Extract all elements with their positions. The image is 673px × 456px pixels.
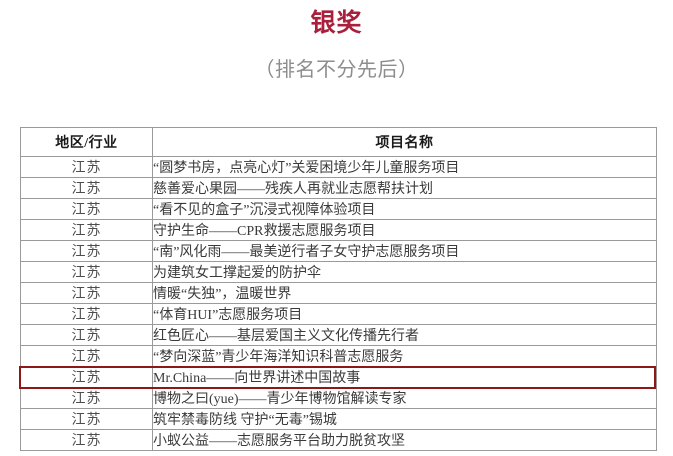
page-subtitle: （排名不分先后） — [254, 59, 419, 81]
cell-region: 江苏 — [20, 198, 153, 220]
table-header: 地区/行业 项目名称 — [20, 127, 657, 157]
table-row[interactable]: 江苏 筑牢禁毒防线 守护“无毒”锡城 — [20, 408, 657, 430]
cell-region: 江苏 — [20, 156, 153, 178]
cell-region: 江苏 — [20, 177, 153, 199]
cell-region: 江苏 — [20, 408, 153, 430]
table-row[interactable]: 江苏 守护生命——CPR救援志愿服务项目 — [20, 219, 657, 241]
cell-project-name: 小蚁公益——志愿服务平台助力脱贫攻坚 — [152, 429, 657, 451]
table-row[interactable]: 江苏 红色匠心——基层爱国主义文化传播先行者 — [20, 324, 657, 346]
cell-region: 江苏 — [20, 345, 153, 367]
cell-region: 江苏 — [20, 282, 153, 304]
table-body: 江苏 “圆梦书房，点亮心灯”关爱困境少年儿童服务项目 江苏 慈善爱心果园——残疾人再就… — [20, 156, 657, 451]
table-row[interactable]: 江苏 “体育HUI”志愿服务项目 — [20, 303, 657, 325]
column-header-project: 项目名称 — [152, 127, 657, 157]
cell-project-name: 红色匠心——基层爱国主义文化传播先行者 — [152, 324, 657, 346]
table-row[interactable]: 江苏 情暖“失独”，温暖世界 — [20, 282, 657, 304]
table-row[interactable]: 江苏 博物之曰(yue)——青少年博物馆解读专家 — [20, 387, 657, 409]
table-row[interactable]: 江苏 “梦向深蓝”青少年海洋知识科普志愿服务 — [20, 345, 657, 367]
cell-region: 江苏 — [20, 261, 153, 283]
table-row[interactable]: 江苏 “圆梦书房，点亮心灯”关爱困境少年儿童服务项目 — [20, 156, 657, 178]
table-row[interactable]: 江苏 慈善爱心果园——残疾人再就业志愿帮扶计划 — [20, 177, 657, 199]
cell-project-name: 守护生命——CPR救援志愿服务项目 — [152, 219, 657, 241]
cell-region: 江苏 — [20, 240, 153, 262]
cell-project-name: “南”风化雨——最美逆行者子女守护志愿服务项目 — [152, 240, 657, 262]
cell-project-name: 博物之曰(yue)——青少年博物馆解读专家 — [152, 387, 657, 409]
cell-region: 江苏 — [20, 219, 153, 241]
table-row[interactable]: 江苏 为建筑女工撑起爱的防护伞 — [20, 261, 657, 283]
cell-project-name: “圆梦书房，点亮心灯”关爱困境少年儿童服务项目 — [152, 156, 657, 178]
cell-project-name: “体育HUI”志愿服务项目 — [152, 303, 657, 325]
cell-project-name: 筑牢禁毒防线 守护“无毒”锡城 — [152, 408, 657, 430]
cell-project-name: 情暖“失独”，温暖世界 — [152, 282, 657, 304]
column-header-region: 地区/行业 — [20, 127, 153, 157]
cell-region: 江苏 — [20, 324, 153, 346]
table-row[interactable]: 江苏 “看不见的盒子”沉浸式视障体验项目 — [20, 198, 657, 220]
award-table-container: 地区/行业 项目名称 江苏 “圆梦书房，点亮心灯”关爱困境少年儿童服务项目 江苏 慈善… — [20, 127, 657, 451]
page-title: 银奖 — [310, 9, 363, 37]
cell-project-name: “梦向深蓝”青少年海洋知识科普志愿服务 — [152, 345, 657, 367]
cell-project-name: Mr.China——向世界讲述中国故事 — [152, 366, 657, 388]
cell-project-name: 慈善爱心果园——残疾人再就业志愿帮扶计划 — [152, 177, 657, 199]
cell-region: 江苏 — [20, 387, 153, 409]
table-header-row: 地区/行业 项目名称 — [20, 127, 657, 157]
table-row[interactable]: 江苏 Mr.China——向世界讲述中国故事 — [20, 366, 657, 388]
cell-region: 江苏 — [20, 303, 153, 325]
cell-project-name: 为建筑女工撑起爱的防护伞 — [152, 261, 657, 283]
table-row[interactable]: 江苏 “南”风化雨——最美逆行者子女守护志愿服务项目 — [20, 240, 657, 262]
cell-region: 江苏 — [20, 366, 153, 388]
cell-project-name: “看不见的盒子”沉浸式视障体验项目 — [152, 198, 657, 220]
cell-region: 江苏 — [20, 429, 153, 451]
table-row[interactable]: 江苏 小蚁公益——志愿服务平台助力脱贫攻坚 — [20, 429, 657, 451]
award-table: 地区/行业 项目名称 江苏 “圆梦书房，点亮心灯”关爱困境少年儿童服务项目 江苏 慈善… — [20, 127, 657, 451]
